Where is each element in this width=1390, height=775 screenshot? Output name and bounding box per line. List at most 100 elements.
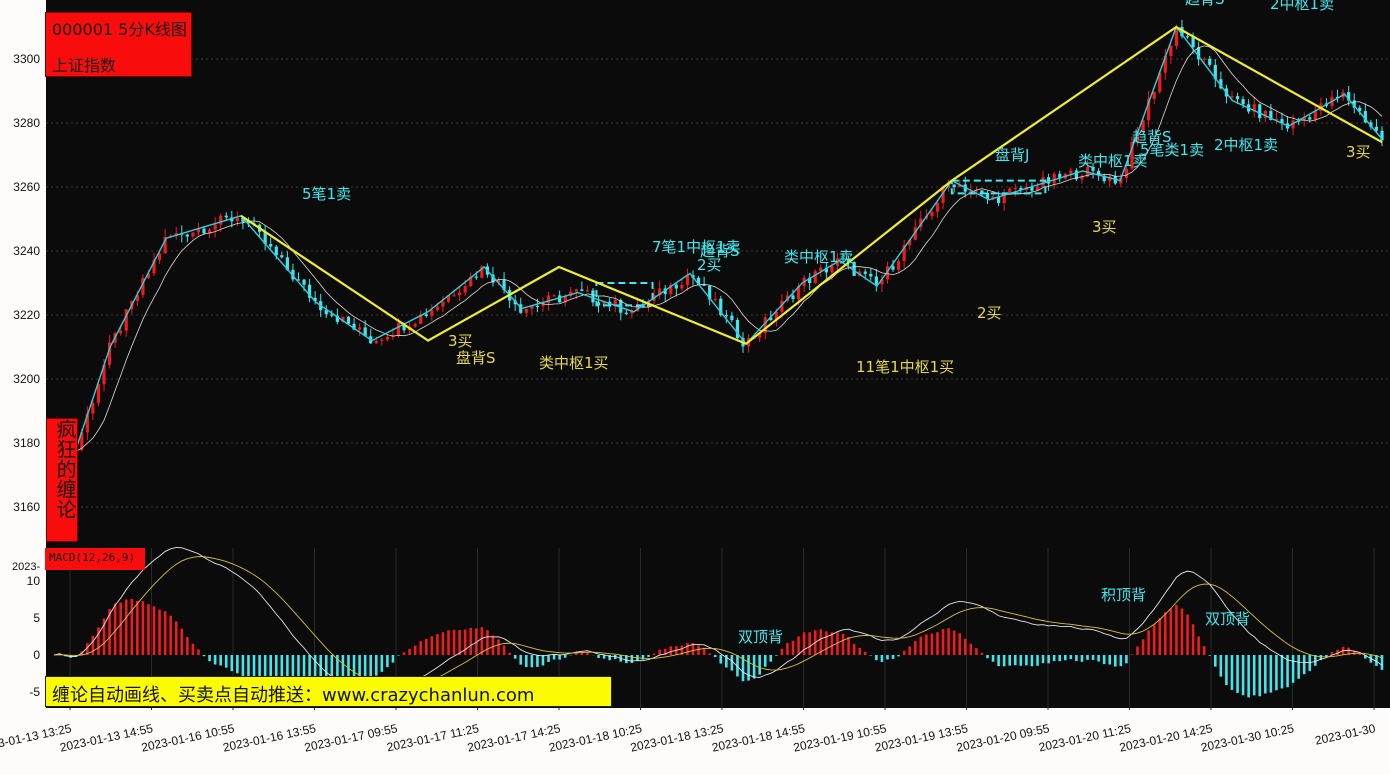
candle-body	[380, 339, 384, 341]
candle-body	[307, 284, 312, 298]
x-tick-label: 2023-01-17 14:25	[466, 721, 562, 754]
candle-body	[724, 315, 728, 317]
candle-body	[430, 310, 434, 317]
segment-line	[240, 25, 1383, 346]
x-tick-label: 2023-01-16 13:55	[222, 721, 318, 754]
candle-body	[202, 228, 206, 234]
candle-body	[1185, 36, 1190, 38]
candle-body	[846, 259, 851, 263]
x-tick-label: 2023-01-18 13:25	[629, 721, 725, 754]
candle-body	[913, 227, 917, 240]
candle-body	[602, 301, 606, 306]
zhongshu-box	[595, 282, 654, 307]
candle-body	[735, 319, 740, 339]
y-tick-label: 3240	[13, 244, 40, 258]
macd-tick-label: 10	[27, 574, 41, 588]
candle-body	[769, 317, 773, 320]
candle-body	[791, 295, 795, 300]
candle-body	[1169, 45, 1173, 56]
candle-body	[1035, 186, 1040, 191]
zhongshu-boxes	[595, 179, 1047, 307]
candle-body	[841, 258, 845, 260]
candle-body	[874, 276, 878, 285]
candle-body	[1013, 187, 1017, 190]
candle-body	[580, 289, 584, 291]
candle-body	[952, 184, 956, 188]
promo-banner: 缠论自动画线、买卖点自动推送：www.crazychanlun.com	[45, 676, 612, 707]
candle-body	[452, 295, 456, 297]
candle-body	[896, 261, 901, 270]
candle-body	[1291, 120, 1295, 129]
x-tick-label: 2023-01-16 10:55	[140, 721, 236, 754]
macd-tick-label: 0	[33, 648, 40, 662]
signal-label: 盘背J	[995, 146, 1029, 164]
signal-label: 趋背S	[700, 242, 740, 260]
x-tick-label: 2023-01-20 14:25	[1118, 721, 1214, 754]
candle-body	[469, 276, 473, 287]
candle-body	[441, 301, 445, 307]
candle-body	[352, 323, 356, 330]
candle-body	[713, 298, 717, 300]
candle-body	[974, 190, 978, 192]
candle-body	[91, 402, 95, 414]
candle-body	[196, 228, 201, 233]
candle-body	[135, 294, 139, 301]
signal-label: 类中枢1卖	[1078, 152, 1148, 170]
candle-body	[558, 295, 562, 303]
signal-label: 2买	[697, 256, 722, 274]
macd-signal-label: 双顶背	[1205, 610, 1250, 628]
candle-body	[1258, 104, 1262, 119]
candle-body	[696, 277, 701, 285]
candle-body	[908, 239, 912, 246]
x-tick-label: 2023-01-20 09:55	[955, 721, 1051, 754]
candlesticks	[52, 19, 1384, 466]
candle-body	[346, 316, 351, 324]
candle-body	[1152, 91, 1156, 99]
candle-body	[146, 273, 151, 278]
candle-body	[1358, 107, 1362, 112]
candle-body	[1091, 167, 1095, 171]
candle-body	[274, 246, 278, 256]
candle-body	[285, 257, 289, 270]
candle-body	[708, 285, 712, 300]
candle-body	[207, 229, 212, 234]
candle-body	[1213, 64, 1217, 80]
candle-body	[969, 190, 973, 193]
candle-body	[674, 284, 678, 289]
candle-body	[1191, 37, 1195, 48]
candle-body	[613, 299, 617, 307]
candle-body	[374, 340, 378, 344]
candle-body	[530, 305, 534, 309]
candle-body	[997, 196, 1001, 204]
macd-signal-label: 积顶背	[1101, 586, 1146, 604]
candle-body	[213, 224, 217, 230]
candle-body	[1097, 170, 1101, 176]
candle-body	[830, 265, 834, 273]
candle-body	[1030, 186, 1034, 191]
candle-body	[941, 187, 945, 203]
symbol-name: 上证指数	[52, 56, 117, 75]
candle-body	[1074, 170, 1078, 180]
x-tick-label: 2023-01-17 09:55	[303, 721, 399, 754]
candle-body	[241, 217, 245, 222]
macd-label-box: MACD(12,26,9)	[45, 548, 145, 570]
candle-body	[796, 286, 801, 300]
candle-body	[813, 271, 817, 284]
candle-body	[324, 310, 328, 315]
candle-body	[1235, 96, 1240, 100]
signal-label: 2中枢1卖	[1214, 136, 1278, 154]
moving-averages	[53, 45, 1383, 453]
y-tick-label: 3220	[13, 308, 40, 322]
candle-body	[413, 323, 417, 327]
candle-body	[1069, 170, 1073, 174]
price-axis: 3160 3180 3200 3220 3240 3260 3280 3300	[13, 52, 40, 514]
candle-body	[119, 330, 123, 334]
signal-label: 类中枢1买	[539, 354, 609, 372]
candle-body	[730, 315, 734, 320]
candle-body	[185, 234, 189, 237]
candle-body	[480, 266, 484, 278]
signal-label: 趋背S	[1185, 0, 1225, 8]
candle-body	[574, 289, 578, 292]
candle-body	[424, 314, 428, 317]
candle-body	[246, 221, 251, 224]
